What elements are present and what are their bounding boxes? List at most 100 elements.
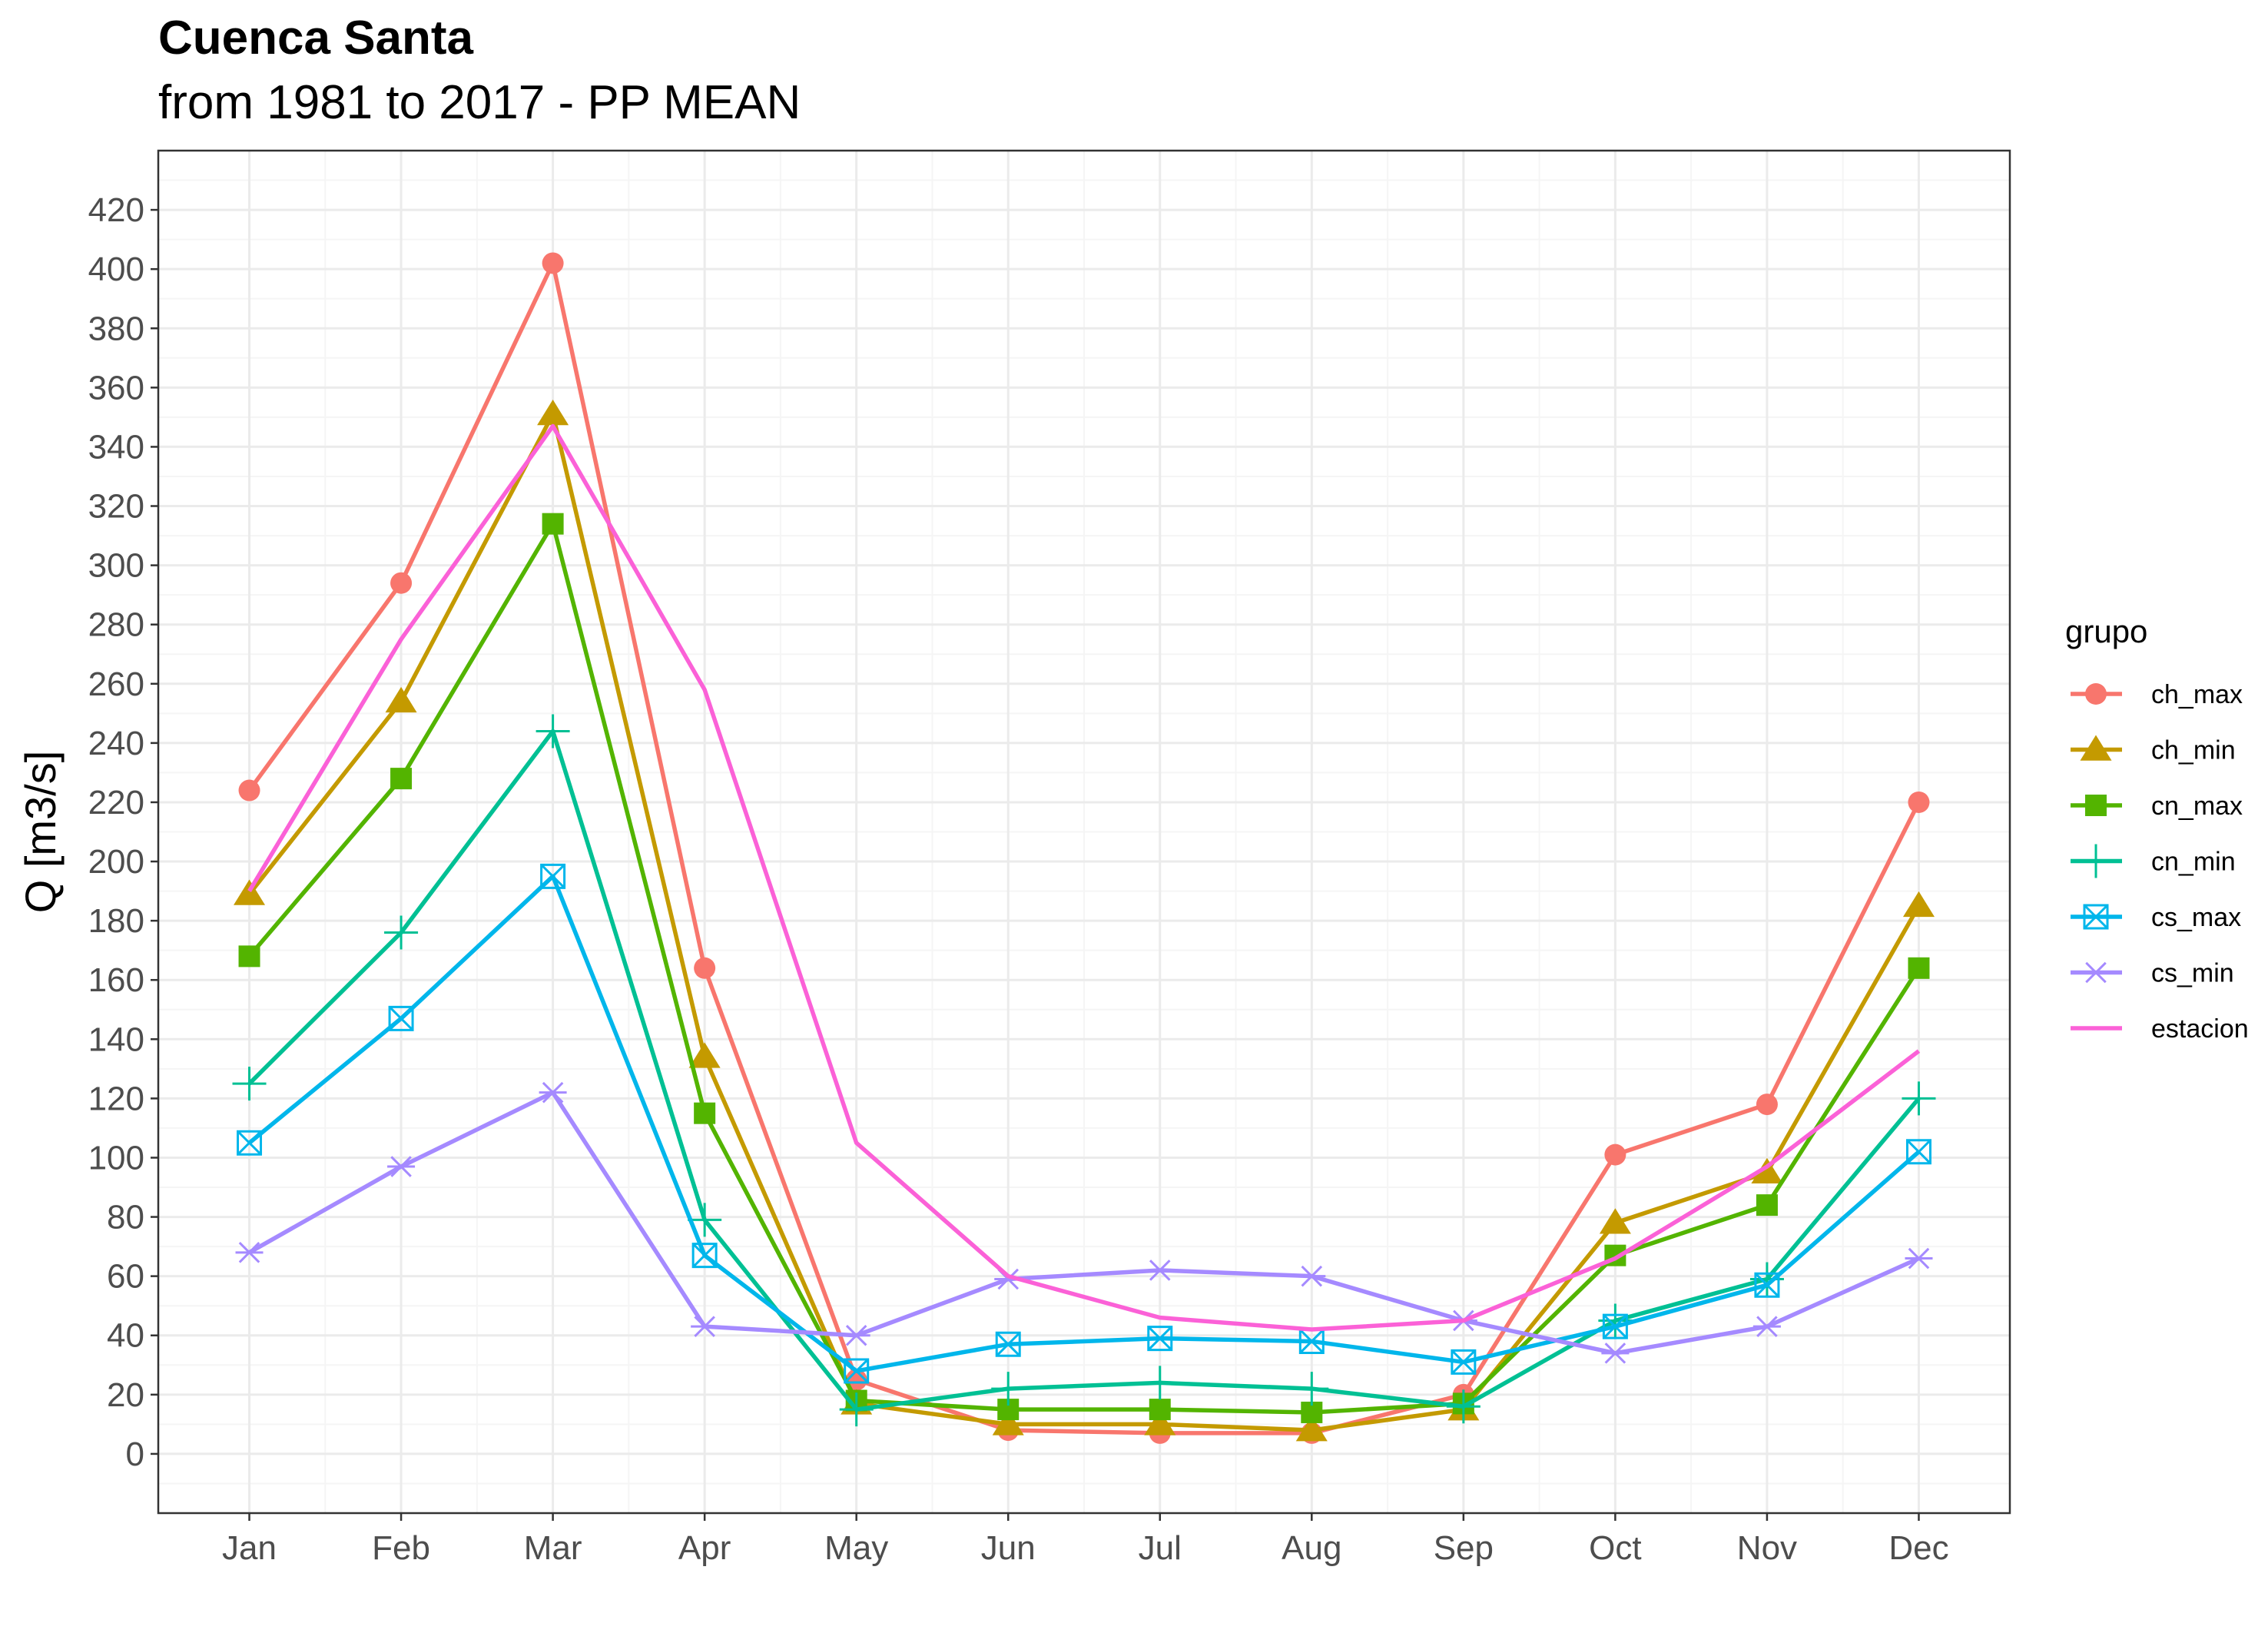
data-point [1602, 1313, 1628, 1339]
legend-label: ch_max [2151, 680, 2243, 709]
data-point [540, 863, 566, 889]
series-layer [232, 252, 1936, 1444]
axis-ticks [151, 208, 1920, 1521]
data-point [1754, 1272, 1780, 1298]
y-tick-label: 140 [88, 1021, 144, 1058]
legend-item: cn_min [2071, 844, 2236, 878]
data-point [1902, 891, 1935, 918]
data-point [536, 714, 570, 748]
y-tick-label: 260 [88, 665, 144, 703]
y-tick-label: 380 [88, 310, 144, 347]
legend-item: cs_min [2071, 959, 2234, 988]
data-point [1295, 1416, 1328, 1442]
y-axis-title: Q [m3/s] [16, 751, 65, 914]
legend-key-marker [2079, 844, 2113, 878]
data-point [234, 879, 266, 905]
data-point [691, 1243, 718, 1269]
data-point [688, 1042, 721, 1068]
data-point [388, 1005, 414, 1031]
data-point [237, 1130, 263, 1156]
y-tick-label: 340 [88, 428, 144, 466]
x-tick-label: May [824, 1529, 888, 1567]
data-point [995, 1331, 1021, 1357]
data-point [1905, 1139, 1931, 1165]
y-tick-label: 80 [107, 1199, 144, 1236]
y-tick-label: 120 [88, 1080, 144, 1117]
x-tick-label: Nov [1737, 1529, 1797, 1567]
grid-major [158, 151, 2010, 1513]
y-tick-label: 320 [88, 488, 144, 526]
legend-label: ch_min [2151, 736, 2236, 765]
data-point [1752, 1316, 1781, 1337]
data-point [694, 1102, 716, 1124]
legend-item: ch_min [2071, 735, 2236, 765]
y-tick-label: 160 [88, 961, 144, 999]
data-point [1905, 1247, 1933, 1270]
data-point [1144, 1409, 1176, 1436]
data-point [1751, 1157, 1783, 1183]
y-tick-label: 220 [88, 784, 144, 821]
data-point [1149, 1399, 1171, 1421]
data-point [537, 400, 569, 426]
data-point [1756, 1194, 1778, 1216]
x-axis-tick-labels: Jan Feb Mar Apr May Jun Jul Aug Sep Oct Nov Dec [222, 1529, 1949, 1567]
data-point [991, 1372, 1026, 1406]
series-cn-max [238, 513, 1930, 1423]
series-estacion [247, 423, 1921, 1332]
legend-label: estacion [2151, 1014, 2249, 1044]
data-point [1756, 1094, 1778, 1116]
data-point [1295, 1372, 1329, 1406]
x-tick-label: Aug [1282, 1529, 1341, 1567]
data-point [1147, 1326, 1173, 1352]
data-point [688, 1203, 722, 1237]
x-tick-label: Oct [1589, 1529, 1641, 1567]
y-tick-label: 20 [107, 1376, 144, 1414]
chart-title: Cuenca Santa [158, 12, 474, 65]
series-line [247, 874, 1921, 1373]
data-point [539, 1081, 567, 1104]
x-tick-label: Jan [222, 1529, 277, 1567]
series-cn-min [232, 714, 1936, 1427]
y-axis-tick-labels: 0 20 40 60 80 100 120 140 160 180 200 220 240 260 280 3… [88, 191, 144, 1473]
legend-item: cs_max [2071, 903, 2241, 932]
series-line [247, 521, 1921, 1415]
legend-label: cn_min [2151, 848, 2236, 877]
legend-item: estacion [2071, 1014, 2249, 1044]
legend-key-marker [2080, 735, 2112, 761]
data-point [845, 1369, 867, 1391]
data-point [390, 768, 413, 790]
y-tick-label: 180 [88, 902, 144, 940]
plot-panel-border [157, 149, 2011, 1515]
y-tick-label: 300 [88, 547, 144, 585]
legend-key-marker [2082, 961, 2110, 984]
y-tick-label: 240 [88, 725, 144, 762]
legend-title: grupo [2065, 613, 2147, 649]
data-point [542, 252, 564, 274]
legend-label: cs_max [2151, 903, 2241, 932]
legend-label: cn_max [2151, 792, 2243, 821]
y-tick-label: 420 [88, 191, 144, 229]
data-point [992, 1409, 1024, 1436]
chart-subtitle: from 1981 to 2017 - PP MEAN [158, 76, 801, 129]
series-line [247, 729, 1921, 1412]
data-point [691, 1316, 719, 1337]
x-tick-label: Dec [1888, 1529, 1948, 1567]
data-point [384, 915, 419, 950]
legend-key-marker [2085, 683, 2107, 705]
data-point [694, 957, 716, 979]
x-tick-label: Jun [981, 1529, 1036, 1567]
series-cs-min [235, 1081, 1933, 1364]
legend: grupo ch_max ch_min cn_max cn_min cs_max cs_m… [2065, 613, 2249, 1044]
x-tick-label: Jul [1139, 1529, 1182, 1567]
y-tick-label: 400 [88, 251, 144, 288]
data-point [238, 779, 260, 802]
data-point [1908, 957, 1930, 979]
series-line [247, 423, 1921, 1332]
data-point [1601, 1343, 1630, 1364]
legend-item: cn_max [2071, 792, 2243, 821]
series-cs-max [237, 863, 1931, 1384]
y-tick-label: 40 [107, 1317, 144, 1355]
legend-key-marker [2085, 795, 2107, 816]
data-point [235, 1242, 264, 1263]
